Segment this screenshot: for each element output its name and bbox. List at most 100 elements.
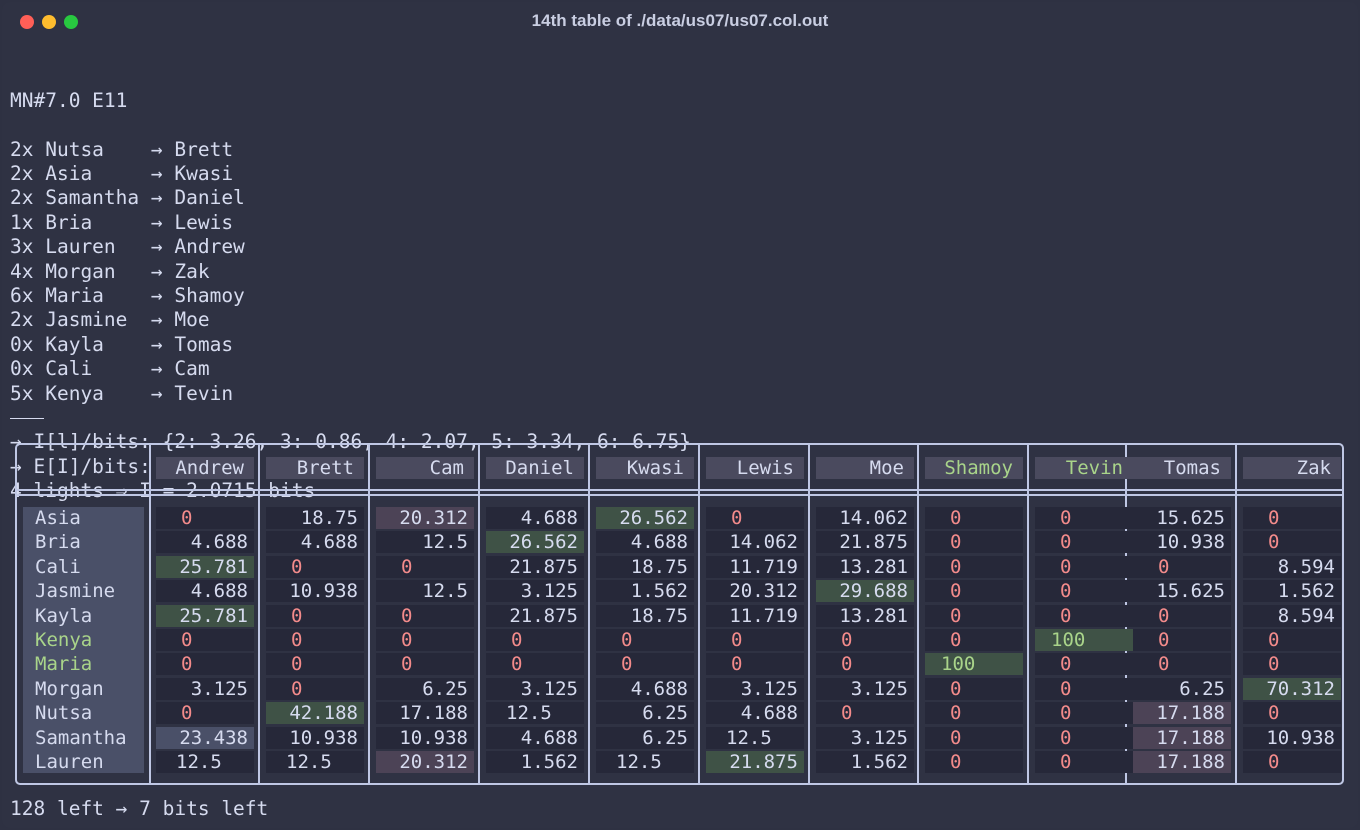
table-cell: 15.625 [1133, 580, 1231, 603]
table-cell: 100 [1035, 629, 1133, 651]
table-cell: 10.938 [1243, 726, 1341, 749]
table-cell: 0 [1035, 677, 1133, 700]
table-cell: 3.125 [816, 677, 914, 700]
table-cell: 1.562 [486, 751, 584, 773]
table-cell: 0 [925, 555, 1023, 578]
table-cell: 10.938 [1133, 531, 1231, 554]
table-cell: 8.594 [1243, 555, 1341, 578]
table-cell: 10.938 [266, 726, 364, 749]
column-header-tevin: Tevin [1035, 457, 1133, 479]
column-header-zak: Zak [1243, 457, 1341, 479]
table-cell: 4.688 [156, 531, 254, 554]
match-line: 0x Kayla → Tomas [10, 332, 234, 356]
table-cell: 17.188 [376, 702, 474, 725]
table-cell: 20.312 [376, 751, 474, 773]
table-cell: 4.688 [706, 702, 804, 725]
table-cell: 4.688 [596, 677, 694, 700]
table-cell: 0 [706, 653, 804, 676]
table-cell: 70.312 [1243, 677, 1341, 700]
table-cell: 0 [925, 677, 1023, 700]
table-cell: 0 [706, 507, 804, 529]
table-cell: 0 [925, 580, 1023, 603]
table-cell: 100 [925, 653, 1023, 676]
table-cell: 0 [1035, 580, 1133, 603]
maximize-window-button[interactable] [64, 15, 78, 29]
table-cell: 6.25 [596, 702, 694, 725]
match-line: 2x Asia → Kwasi [10, 162, 234, 185]
table-cell: 12.5 [706, 726, 804, 749]
info-line: → I[l]/bits: {2: 3.26, 3: 0.86, 4: 2.07,… [10, 430, 691, 454]
table-cell: 0 [1243, 629, 1341, 651]
table-cell: 11.719 [706, 604, 804, 627]
table-cell: 10.938 [376, 726, 474, 749]
table-cell: 17.188 [1133, 751, 1231, 773]
table-cell: 12.5 [156, 751, 254, 773]
row-label-cali: Cali [35, 555, 81, 578]
row-label-kenya: Kenya [35, 629, 93, 651]
table-cell: 13.281 [816, 604, 914, 627]
table-cell: 0 [1243, 653, 1341, 676]
table-cell: 0 [266, 555, 364, 578]
match-line: 1x Bria → Lewis [10, 210, 234, 234]
table-cell: 0 [376, 604, 474, 627]
table-cell: 0 [596, 653, 694, 676]
table-cell: 18.75 [596, 555, 694, 578]
table-cell: 0 [1035, 555, 1133, 578]
table-cell: 0 [1035, 702, 1133, 725]
table-cell: 0 [925, 751, 1023, 773]
terminal-output: MN#7.0 E11 2x Nutsa → Brett 2x Asia → Kwa… [10, 40, 691, 503]
table-cell: 4.688 [486, 726, 584, 749]
table-cell: 0 [1133, 653, 1231, 676]
row-label-bria: Bria [35, 531, 81, 554]
row-label-morgan: Morgan [35, 677, 104, 700]
table-cell: 0 [925, 702, 1023, 725]
match-line: 3x Lauren → Andrew [10, 235, 245, 259]
match-line: 0x Cali → Cam [10, 357, 210, 381]
column-divider [588, 445, 590, 783]
table-cell: 0 [925, 507, 1023, 529]
table-cell: 12.5 [266, 751, 364, 773]
header-line: MN#7.0 E11 [10, 88, 128, 112]
table-cell: 0 [1035, 653, 1133, 676]
table-cell: 4.688 [156, 580, 254, 603]
minimize-window-button[interactable] [42, 15, 56, 29]
table-cell: 0 [266, 677, 364, 700]
table-cell: 21.875 [816, 531, 914, 554]
table-cell: 0 [596, 629, 694, 651]
table-cell: 0 [1133, 555, 1231, 578]
table-cell: 18.75 [596, 604, 694, 627]
table-cell: 0 [1243, 531, 1341, 554]
table-cell: 0 [925, 726, 1023, 749]
column-header-andrew: Andrew [156, 457, 254, 479]
table-cell: 1.562 [816, 751, 914, 773]
row-label-column [23, 507, 144, 773]
table-cell: 13.281 [816, 555, 914, 578]
table-cell: 26.562 [486, 531, 584, 554]
table-cell: 0 [1035, 604, 1133, 627]
close-window-button[interactable] [20, 15, 34, 29]
table-cell: 17.188 [1133, 726, 1231, 749]
table-cell: 8.594 [1243, 604, 1341, 627]
table-cell: 0 [1243, 702, 1341, 725]
table-cell: 1.562 [1243, 580, 1341, 603]
table-cell: 0 [1035, 726, 1133, 749]
row-label-jasmine: Jasmine [35, 580, 116, 603]
row-label-samantha: Samantha [35, 726, 127, 749]
table-cell: 29.688 [816, 580, 914, 603]
table-cell: 26.562 [596, 507, 694, 529]
column-header-moe: Moe [816, 457, 914, 479]
table-cell: 0 [1133, 604, 1231, 627]
column-divider [917, 445, 919, 783]
table-cell: 0 [816, 702, 914, 725]
match-line: 2x Samantha → Daniel [10, 186, 245, 210]
table-cell: 21.875 [486, 604, 584, 627]
column-header-tomas: Tomas [1133, 457, 1231, 479]
table-cell: 12.5 [376, 580, 474, 603]
table-cell: 0 [706, 629, 804, 651]
table-cell: 21.875 [486, 555, 584, 578]
footer-status: 128 left → 7 bits left [10, 797, 269, 820]
table-cell: 25.781 [156, 604, 254, 627]
table-cell: 15.625 [1133, 507, 1231, 529]
column-header-brett: Brett [266, 457, 364, 479]
column-divider [149, 445, 151, 783]
